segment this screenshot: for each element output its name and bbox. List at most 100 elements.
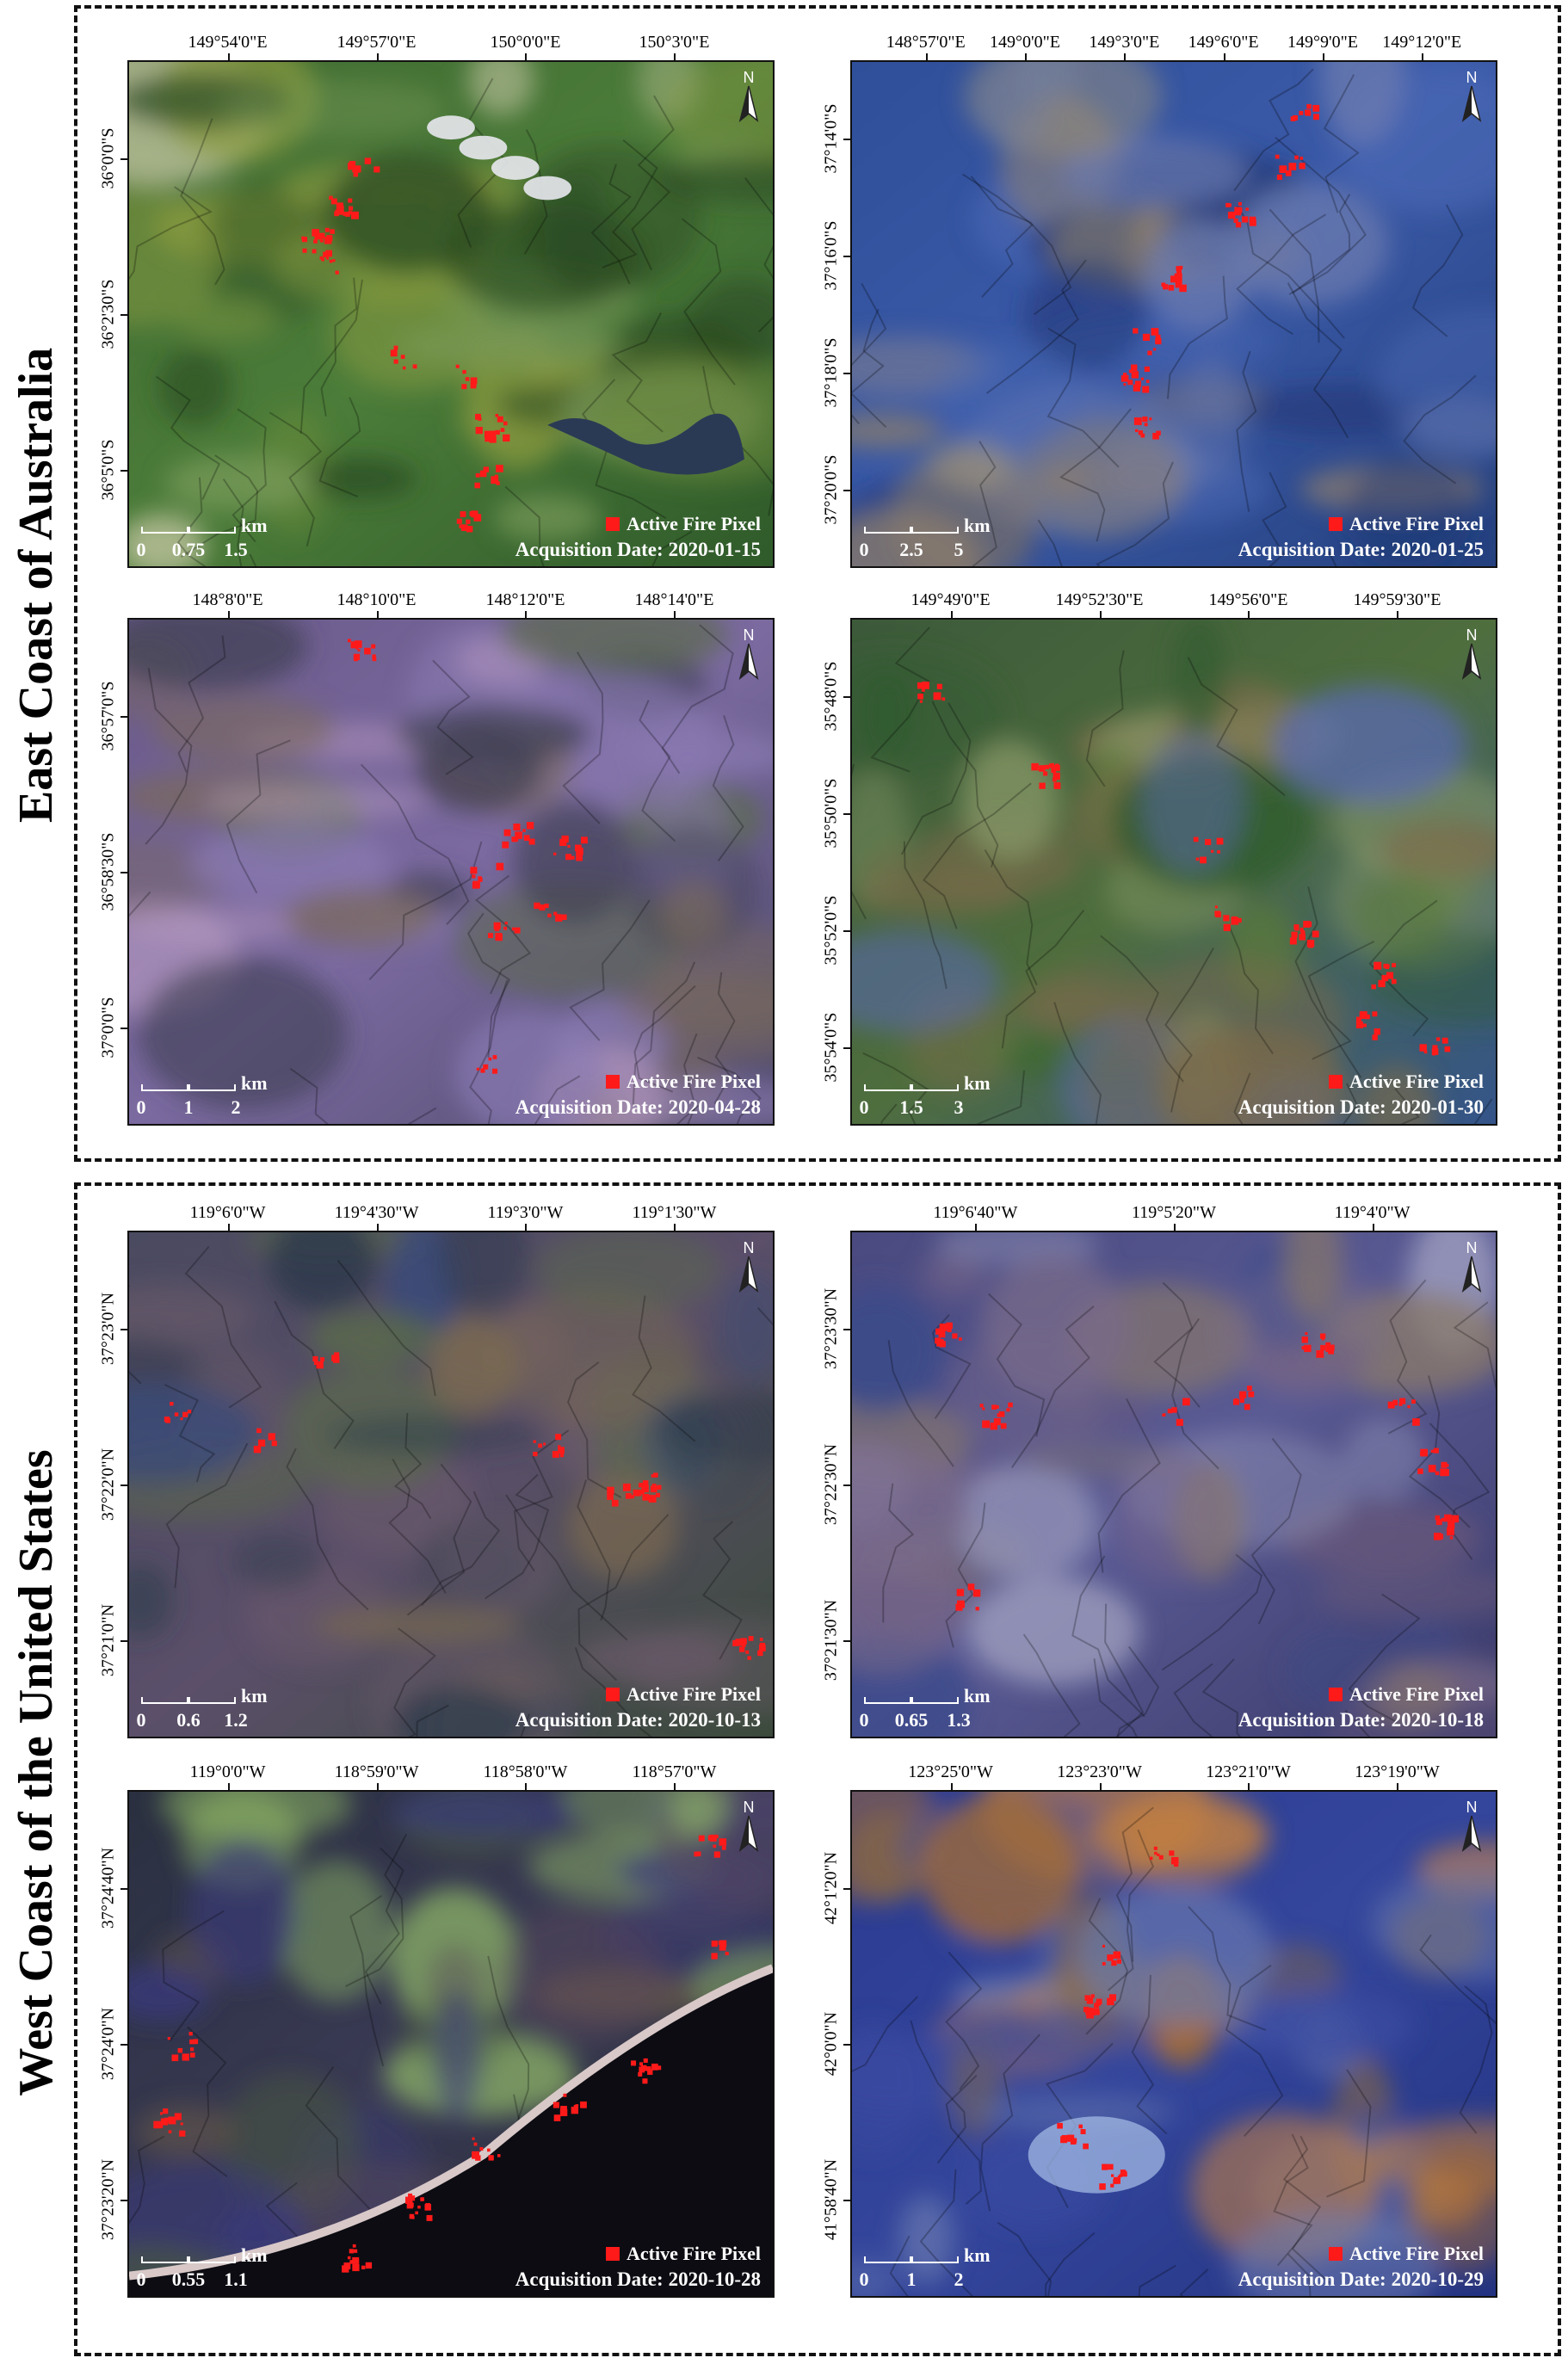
- fire-pixel: [350, 641, 358, 649]
- fire-pixel: [611, 1499, 619, 1507]
- longitude-tick-mark: [376, 53, 379, 60]
- active-fire-pixels: [164, 1352, 766, 1660]
- fire-pixel: [1299, 163, 1306, 170]
- fire-pixel: [1107, 1954, 1114, 1961]
- acquisition-date: Acquisition Date: 2020-10-13: [515, 1709, 761, 1731]
- latitude-tick-label: 37°21'0"N: [98, 1603, 118, 1677]
- fire-pixel: [745, 1650, 750, 1654]
- fire-pixel: [1448, 1521, 1455, 1529]
- fire-pixel: [325, 250, 333, 257]
- fire-pixel: [1142, 386, 1150, 393]
- fire-pixel: [492, 1068, 498, 1074]
- fire-pixel: [1102, 2163, 1108, 2170]
- fire-pixel: [1176, 266, 1182, 271]
- latitude-tick-mark: [843, 372, 850, 374]
- fire-pixel: [1053, 777, 1057, 782]
- fire-pixel: [651, 1484, 657, 1488]
- fire-pixel: [1299, 934, 1306, 941]
- fire-pixel: [1151, 328, 1159, 336]
- fire-pixel: [485, 436, 490, 442]
- fire-legend-swatch: [1329, 517, 1343, 531]
- latitude-tick-label: 41°58'40"N: [821, 2158, 841, 2241]
- longitude-tick-label: 119°5'20"W: [1132, 1203, 1216, 1222]
- fire-pixel: [342, 2265, 349, 2273]
- fire-pixel: [982, 1407, 985, 1410]
- fire-pixel: [1120, 2170, 1127, 2177]
- legend-label: Active Fire Pixel: [627, 513, 761, 534]
- fire-pixel: [343, 212, 348, 216]
- fire-pixel: [1232, 1398, 1239, 1405]
- fire-pixel: [412, 364, 417, 369]
- fire-pixel: [361, 2265, 366, 2270]
- scale-label: 0: [859, 539, 869, 560]
- longitude-tick-label: 119°1'30"W: [632, 1203, 717, 1222]
- scale-unit: km: [241, 1685, 268, 1707]
- fire-pixel: [1407, 1404, 1411, 1409]
- fire-pixel: [1179, 265, 1183, 269]
- east-coast-group: [74, 5, 1561, 1162]
- fire-pixel: [1050, 762, 1055, 768]
- acquisition-label: Acquisition Date:: [515, 1096, 664, 1118]
- fire-pixel: [495, 414, 499, 417]
- fire-pixel: [364, 157, 372, 164]
- fire-pixel: [967, 1583, 975, 1590]
- fire-pixel: [493, 922, 501, 929]
- latitude-tick-mark: [120, 2044, 127, 2046]
- longitude-tick-mark: [227, 1224, 230, 1231]
- fire-pixel: [417, 2205, 421, 2209]
- legend: Active Fire Pixel: [1329, 1683, 1484, 1706]
- scale-label: 1.1: [224, 2268, 248, 2290]
- fire-pixel: [426, 2214, 433, 2221]
- svg-text:N: N: [744, 626, 755, 644]
- fire-pixel: [1386, 972, 1394, 979]
- fire-pixel: [1174, 273, 1182, 281]
- fire-pixel: [1359, 1011, 1367, 1020]
- fire-pixel: [1328, 1344, 1335, 1351]
- fire-pixel: [1092, 2012, 1096, 2015]
- fire-pixel: [1061, 2134, 1068, 2141]
- fire-pixel: [991, 1404, 997, 1410]
- fire-pixel: [1244, 1404, 1250, 1410]
- scale-label: 0: [136, 1709, 146, 1731]
- fire-pixel: [1276, 174, 1283, 180]
- fire-pixel: [349, 2260, 354, 2264]
- fire-pixel: [538, 1443, 543, 1448]
- fire-pixel: [335, 270, 339, 275]
- fire-pixel: [1374, 961, 1382, 970]
- fire-pixel: [1123, 373, 1127, 377]
- longitude-tick-mark: [376, 611, 379, 618]
- fire-pixel: [500, 428, 505, 432]
- acquisition-label: Acquisition Date:: [515, 539, 664, 560]
- fire-pixel: [326, 235, 333, 242]
- fire-pixel: [552, 1451, 559, 1458]
- longitude-tick-label: 149°9'0"E: [1287, 33, 1358, 52]
- fire-pixel: [995, 1404, 999, 1409]
- fire-pixel: [998, 1410, 1005, 1417]
- fire-pixel: [553, 852, 557, 855]
- fire-pixel: [1227, 203, 1232, 207]
- fire-pixel: [1238, 1391, 1247, 1398]
- fire-pixel: [329, 259, 333, 263]
- fire-pixel: [1000, 1423, 1007, 1429]
- fire-pixel: [312, 249, 317, 254]
- acquisition-label: Acquisition Date:: [515, 1709, 664, 1731]
- latitude-tick-label: 37°23'30"N: [821, 1287, 841, 1370]
- ridge-lines: [129, 624, 762, 1124]
- fire-pixel: [357, 649, 361, 652]
- fire-pixel: [1237, 917, 1242, 923]
- north-arrow-icon: N: [1454, 67, 1489, 127]
- fire-pixel: [1441, 1468, 1449, 1476]
- fire-pixel: [478, 876, 482, 880]
- active-fire-pixels: [935, 1322, 1460, 1611]
- fire-pixel: [1157, 1853, 1160, 1856]
- fire-pixel: [253, 1446, 262, 1454]
- west-coast-group: [74, 1182, 1561, 2356]
- fire-pixel: [1290, 116, 1296, 121]
- fire-pixel: [496, 465, 503, 472]
- fire-pixel: [1419, 1044, 1427, 1052]
- longitude-tick-label: 149°3'0"E: [1089, 33, 1160, 52]
- fire-pixel: [474, 482, 481, 489]
- fire-pixel: [182, 1411, 188, 1417]
- fire-pixel: [1054, 765, 1060, 771]
